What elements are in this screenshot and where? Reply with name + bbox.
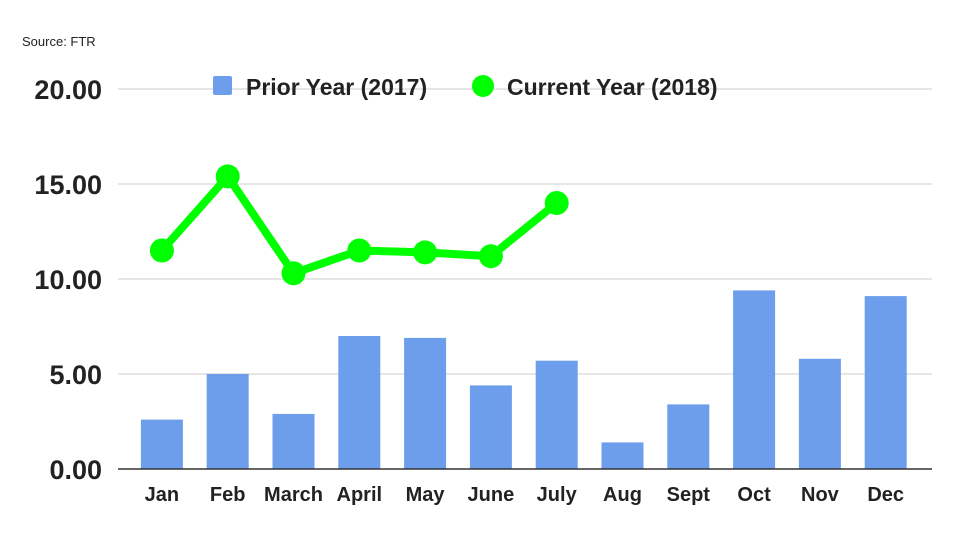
y-tick-label: 5.00 — [49, 360, 102, 390]
x-tick-label: March — [264, 484, 323, 506]
x-tick-label: Nov — [801, 484, 840, 506]
legend-prior-label: Prior Year (2017) — [246, 74, 427, 100]
current-year-line — [149, 164, 569, 286]
x-tick-label: April — [337, 484, 383, 506]
y-tick-label: 15.00 — [34, 170, 102, 200]
point-current-march — [281, 261, 306, 286]
bar-prior-march — [272, 413, 315, 469]
point-current-june — [478, 244, 503, 269]
bar-prior-april — [338, 336, 381, 469]
point-current-july — [544, 191, 569, 215]
bar-prior-aug — [601, 442, 644, 469]
bar-prior-nov — [798, 358, 841, 469]
x-tick-label: Aug — [603, 484, 642, 506]
bar-prior-july — [535, 360, 578, 469]
x-tick-label: Oct — [737, 484, 771, 506]
legend-current-label: Current Year (2018) — [507, 74, 718, 100]
x-tick-label: June — [468, 484, 515, 506]
point-current-feb — [215, 164, 240, 189]
legend: Prior Year (2017) Current Year (2018) — [213, 74, 718, 100]
source-note: Source: FTR — [22, 34, 96, 49]
x-axis-ticks: Jan Feb March April May June July Aug Sept Oct Nov… — [145, 484, 904, 506]
point-current-may — [413, 240, 438, 265]
x-tick-label: July — [537, 484, 578, 506]
bar-prior-jan — [140, 419, 183, 469]
y-axis-ticks: 0.00 5.00 10.00 15.00 20.00 — [34, 75, 102, 485]
y-tick-label: 10.00 — [34, 265, 102, 295]
point-current-jan — [149, 238, 174, 263]
legend-prior-swatch — [213, 76, 232, 95]
bar-prior-oct — [733, 290, 776, 469]
bar-prior-june — [469, 385, 512, 469]
bar-prior-dec — [864, 296, 907, 469]
prior-year-bars — [140, 290, 907, 469]
bar-prior-sept — [667, 404, 710, 469]
bar-prior-may — [404, 337, 447, 469]
x-tick-label: Feb — [210, 484, 246, 506]
x-tick-label: Jan — [145, 484, 179, 506]
x-tick-label: Dec — [867, 484, 904, 506]
point-current-april — [347, 238, 372, 263]
x-tick-label: May — [406, 484, 446, 506]
gridlines — [118, 88, 932, 375]
bar-prior-feb — [206, 374, 249, 469]
x-tick-label: Sept — [667, 484, 711, 506]
y-tick-label: 0.00 — [49, 455, 102, 485]
y-tick-label: 20.00 — [34, 75, 102, 105]
legend-current-swatch — [472, 75, 494, 97]
